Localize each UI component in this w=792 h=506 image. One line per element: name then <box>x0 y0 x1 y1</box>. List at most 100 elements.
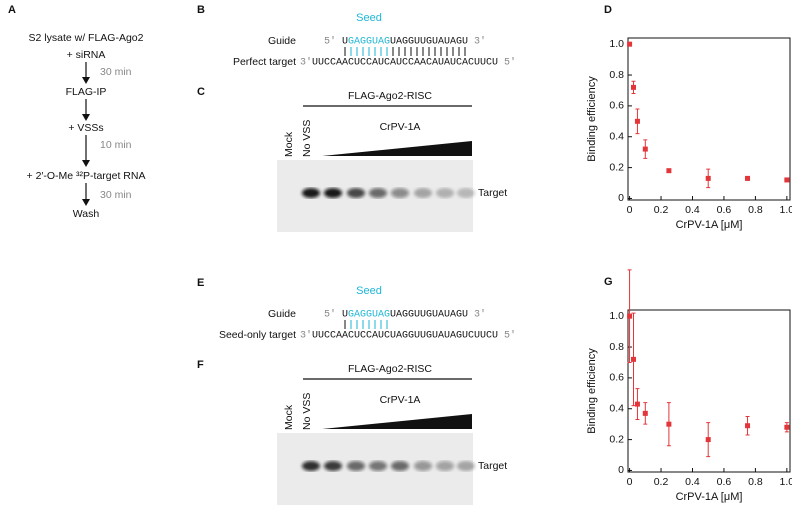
strand-end: 5′ <box>324 36 336 48</box>
panel-label: A <box>8 4 16 16</box>
concentration-wedge <box>322 414 472 429</box>
gel-band <box>414 188 432 198</box>
panel-label: D <box>604 4 612 16</box>
y-tick-label: 0.2 <box>609 161 624 173</box>
data-point <box>642 146 648 152</box>
gel-band <box>436 188 454 198</box>
gel-bands <box>302 188 475 198</box>
strand-end: 3′ <box>474 309 486 321</box>
guide-label: Guide <box>268 308 296 320</box>
strand-end: 3′ <box>300 57 312 69</box>
arrow-head <box>82 160 90 167</box>
y-tick-label: 0.4 <box>609 403 624 415</box>
protocol-step: + 2′-O-Me ³²P-target RNA <box>27 170 146 182</box>
x-tick-label: 1.0 <box>780 204 792 216</box>
y-tick-label: 1.0 <box>609 38 624 50</box>
band-label: Target <box>478 187 507 199</box>
gel-header: FLAG-Ago2-RISC <box>348 363 432 375</box>
target-label: Perfect target <box>233 56 296 68</box>
data-point <box>784 424 790 430</box>
seed-label: Seed <box>356 285 382 297</box>
lane-label: Mock <box>283 404 295 430</box>
data-point <box>745 423 751 429</box>
data-point <box>784 177 790 183</box>
data-point <box>627 313 633 319</box>
y-tick-label: 1.0 <box>609 310 624 322</box>
data-point <box>705 437 711 443</box>
data-point <box>634 401 640 407</box>
gel-band <box>347 461 365 471</box>
data-point <box>627 41 633 47</box>
guide-seed: GAGGUAG <box>348 37 390 48</box>
x-axis-label: CrPV-1A [μM] <box>676 491 743 503</box>
data-point <box>666 421 672 427</box>
y-tick-label: 0.4 <box>609 131 624 143</box>
panel-label: F <box>197 359 204 371</box>
plot-frame <box>627 309 791 473</box>
lane-label: Mock <box>283 131 295 157</box>
gel-band <box>324 188 342 198</box>
target-label: Seed-only target <box>219 329 296 341</box>
x-tick-label: 0.4 <box>685 204 700 216</box>
data-point <box>634 118 640 124</box>
x-tick-label: 0.2 <box>654 476 669 488</box>
data-point <box>631 84 637 90</box>
gel-band <box>414 461 432 471</box>
panel-label: G <box>604 276 613 288</box>
y-axis-label: Binding efficiency <box>586 76 598 162</box>
gel-band <box>324 461 342 471</box>
seed-label: Seed <box>356 12 382 24</box>
x-tick-label: 0.6 <box>717 204 732 216</box>
gel-band <box>347 188 365 198</box>
y-tick-label: 0 <box>618 464 624 476</box>
panel-label: C <box>197 86 205 98</box>
lane-label: No VSS <box>301 120 313 157</box>
guide-nt: U <box>342 310 348 321</box>
gel-band <box>436 461 454 471</box>
guide-label: Guide <box>268 35 296 47</box>
arrow-head <box>82 199 90 206</box>
gel-band <box>391 188 409 198</box>
treatment-label: CrPV-1A <box>380 121 421 133</box>
data-point <box>745 175 751 181</box>
x-axis-label: CrPV-1A [μM] <box>676 219 743 231</box>
incubation-time: 30 min <box>100 189 132 201</box>
data-point <box>642 410 648 416</box>
protocol-step: Wash <box>73 208 100 220</box>
x-tick-label: 0.4 <box>685 476 700 488</box>
gel-band <box>369 188 387 198</box>
x-tick-label: 0.6 <box>717 476 732 488</box>
gel-band <box>369 461 387 471</box>
strand-end: 3′ <box>474 36 486 48</box>
target-seq: UUCCAACUCCAUCUAGGUUGUAUAGUCUUCU <box>312 331 498 342</box>
x-tick-label: 0.8 <box>748 476 763 488</box>
strand-end: 3′ <box>300 330 312 342</box>
x-tick-label: 1.0 <box>780 476 792 488</box>
protocol-step: FLAG-IP <box>66 86 107 98</box>
gel-band <box>302 188 320 198</box>
y-tick-label: 0.8 <box>609 69 624 81</box>
protocol-step: + VSSs <box>68 122 103 134</box>
plot-frame <box>627 37 791 201</box>
y-axis-label: Binding efficiency <box>586 348 598 434</box>
incubation-time: 10 min <box>100 139 132 151</box>
gel-band <box>457 461 475 471</box>
guide-nt: U <box>342 37 348 48</box>
strand-end: 5′ <box>504 330 516 342</box>
data-point <box>631 356 637 362</box>
guide-rest: UAGGUUGUAUAGU <box>390 310 468 321</box>
incubation-time: 30 min <box>100 66 132 78</box>
strand-end: 5′ <box>324 309 336 321</box>
y-tick-label: 0.8 <box>609 341 624 353</box>
y-tick-label: 0.2 <box>609 433 624 445</box>
panel-label: B <box>197 4 205 16</box>
y-tick-label: 0 <box>618 192 624 204</box>
x-tick-label: 0 <box>627 476 633 488</box>
gel-header: FLAG-Ago2-RISC <box>348 90 432 102</box>
protocol-step: S2 lysate w/ FLAG-Ago2 <box>29 32 144 44</box>
guide-seed: GAGGUAG <box>348 310 390 321</box>
guide-rest: UAGGUUGUAUAGU <box>390 37 468 48</box>
treatment-label: CrPV-1A <box>380 394 421 406</box>
gel-bands <box>302 461 475 471</box>
